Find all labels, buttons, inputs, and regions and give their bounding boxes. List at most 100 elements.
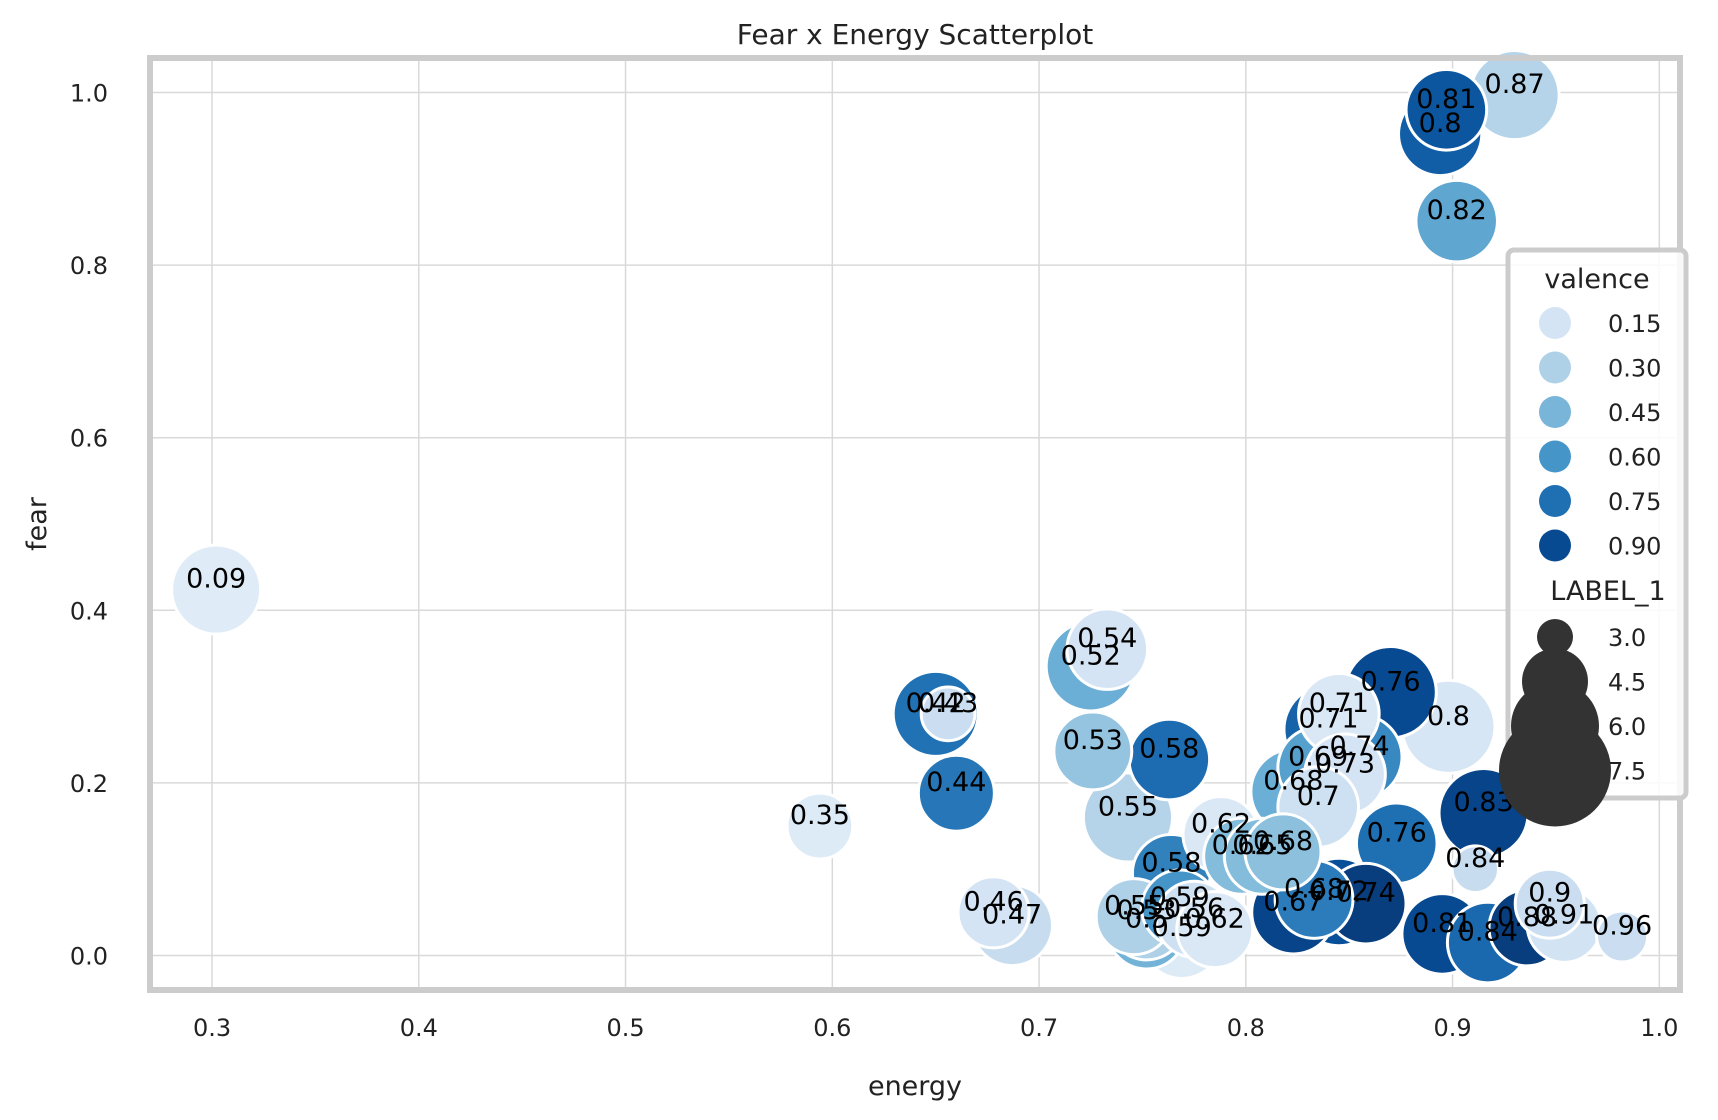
y-tick-label: 0.6 [70,425,108,453]
point-label: 0.62 [1185,904,1245,935]
point-label: 0.47 [982,899,1042,930]
point-label: 0.81 [1412,908,1472,939]
point-label: 0.73 [1315,748,1375,779]
point-label: 0.09 [186,564,246,595]
point-label: 0.88 [1497,902,1557,933]
y-tick-label: 0.4 [70,597,108,625]
point-label: 0.81 [1416,84,1476,115]
point-label: 0.62 [1212,830,1272,861]
legend-hue-swatch [1539,485,1571,517]
point-label: 0.8 [1419,108,1462,139]
point-label: 0.76 [1367,817,1427,848]
scatter-point [1052,710,1134,792]
point-label: 0.76 [1360,666,1420,697]
point-label: 0.55 [1098,791,1158,822]
legend-size-label: 6.0 [1608,713,1646,741]
point-label: 0.5 [1125,904,1168,935]
scatter-point [1404,67,1489,152]
point-label: 0.67 [1263,886,1323,917]
point-label: 0.55 [1104,891,1164,922]
point-label: 0.52 [1061,640,1121,671]
point-label: 0.87 [1485,69,1545,100]
point-label: 0.53 [1117,895,1177,926]
point-label: 0.53 [1063,725,1123,756]
point-label: 0.35 [790,800,850,831]
scatter-point [1175,890,1255,970]
point-label: 0.96 [1592,910,1652,941]
legend-size-label: 3.0 [1608,624,1646,652]
scatter-point [1513,867,1586,940]
point-label: 0.91 [1534,899,1594,930]
point-label: 0.42 [906,688,966,719]
legend-hue-label: 0.90 [1608,533,1661,561]
x-tick-label: 0.4 [400,1014,438,1042]
chart-title: Fear x Energy Scatterplot [737,18,1093,51]
data-labels: 0.090.350.420.430.440.460.470.540.520.53… [186,69,1652,947]
legend-size-label: 4.5 [1608,669,1646,697]
scatter-point [916,753,996,833]
point-label: 0.58 [1139,734,1199,765]
y-tick-label: 0.8 [70,252,108,280]
scatter-point [919,685,977,743]
legend-hue-swatch [1539,351,1571,384]
data-points [170,49,1650,985]
legend-hue-label: 0.75 [1608,488,1661,516]
point-label: 0.54 [1077,623,1137,654]
x-tick-label: 0.7 [1020,1014,1058,1042]
y-tick-label: 1.0 [70,80,108,108]
scatter-point [1450,844,1501,894]
legend-hue-title: valence [1544,264,1649,295]
point-label: 0.74 [1329,731,1389,762]
grid [150,58,1680,990]
legend-size-swatch [1537,619,1573,655]
y-axis-label: fear [22,496,53,551]
axis-ticks: 0.3 0.4 0.5 0.6 0.7 0.8 0.9 1.00.00.20.40.60.81… [70,80,1679,1042]
legend-hue-swatch [1539,529,1571,562]
point-label: 0.58 [1141,848,1201,879]
scatter-point [1414,178,1499,264]
y-tick-label: 0.2 [70,770,108,798]
point-label: 0.7 [1297,781,1340,812]
point-label: 0.46 [964,886,1024,917]
scatter-point [1595,909,1650,964]
x-tick-label: 1.0 [1640,1014,1678,1042]
point-label: 0.59 [1152,912,1212,943]
legend-hue-label: 0.15 [1608,310,1661,338]
point-label: 0.84 [1458,917,1518,948]
legend: valence 0.15 0.30 0.45 0.60 0.75 0.90 LABEL_1 3.… [1499,247,1689,827]
point-label: 0.56 [1164,893,1224,924]
point-label: 0.59 [1150,882,1210,913]
legend-hue-swatch [1539,440,1571,473]
point-label: 0.71 [1309,688,1369,719]
scatter-point [785,791,855,861]
legend-hue-label: 0.30 [1608,355,1661,383]
point-label: 0.68 [1253,826,1313,857]
point-label: 0.65 [1232,830,1292,861]
point-label: 0.84 [1445,843,1505,874]
x-tick-label: 0.9 [1433,1014,1471,1042]
x-tick-label: 0.6 [813,1014,851,1042]
point-label: 0.69 [1288,741,1348,772]
point-label: 0.9 [1528,878,1571,909]
point-label: 0.71 [1298,703,1358,734]
scatter-point [170,543,263,636]
point-label: 0.82 [1427,195,1487,226]
legend-hue-label: 0.45 [1608,399,1661,427]
point-label: 0.68 [1263,766,1323,797]
scatter-point [1065,607,1150,691]
point-label: 0.68 [1284,873,1344,904]
legend-size-swatch [1499,714,1611,827]
legend-hue-label: 0.60 [1608,444,1661,472]
legend-size-label: 7.5 [1608,758,1646,786]
x-tick-label: 0.5 [606,1014,644,1042]
point-label: 0.72 [1309,876,1369,907]
point-label: 0.44 [926,767,986,798]
y-tick-label: 0.0 [70,942,108,970]
x-axis-label: energy [868,1071,962,1102]
legend-hue-swatch [1539,396,1571,428]
scatter-point [1243,812,1323,892]
legend-size-title: LABEL_1 [1550,576,1665,607]
x-tick-label: 0.8 [1227,1014,1265,1042]
point-label: 0.8 [1427,701,1470,732]
